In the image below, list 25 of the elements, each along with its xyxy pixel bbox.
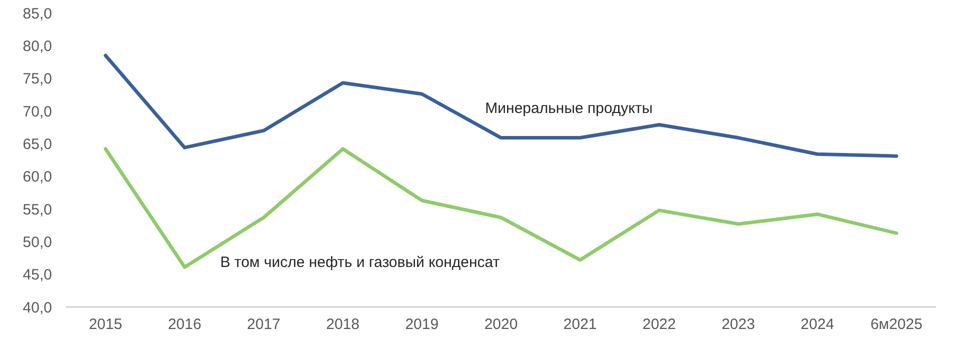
y-tick-label: 65,0 [22,136,52,153]
x-tick-label: 2015 [88,316,122,333]
y-tick-label: 70,0 [22,103,52,120]
y-tick-label: 40,0 [22,299,52,316]
series-label: В том числе нефть и газовый конденсат [220,254,500,271]
x-tick-label: 2022 [642,316,676,333]
y-tick-label: 60,0 [22,168,52,186]
y-tick-label: 80,0 [22,38,52,55]
y-tick-label: 55,0 [22,201,52,218]
x-tick-label: 2016 [168,316,202,333]
y-tick-label: 50,0 [22,234,52,251]
x-tick-label: 2020 [484,316,518,333]
x-tick-label: 2023 [722,316,755,333]
y-tick-label: 75,0 [22,70,52,88]
y-tick-label: 85,0 [22,5,52,22]
x-tick-label: 2017 [247,316,280,333]
x-tick-label: 2021 [563,316,597,333]
line-series [104,147,898,269]
y-tick-label: 45,0 [22,266,52,284]
x-tick-label: 2024 [800,316,834,333]
line-series [104,54,898,158]
x-tick-label: 6м2025 [870,316,922,333]
series-label: Минеральные продукты [485,100,653,118]
x-tick-label: 2019 [405,316,439,333]
x-tick-label: 2018 [326,316,360,333]
